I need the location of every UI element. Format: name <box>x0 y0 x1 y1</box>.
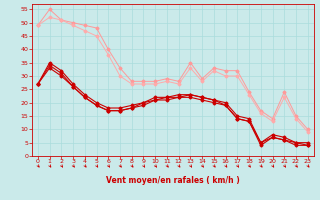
X-axis label: Vent moyen/en rafales ( km/h ): Vent moyen/en rafales ( km/h ) <box>106 176 240 185</box>
